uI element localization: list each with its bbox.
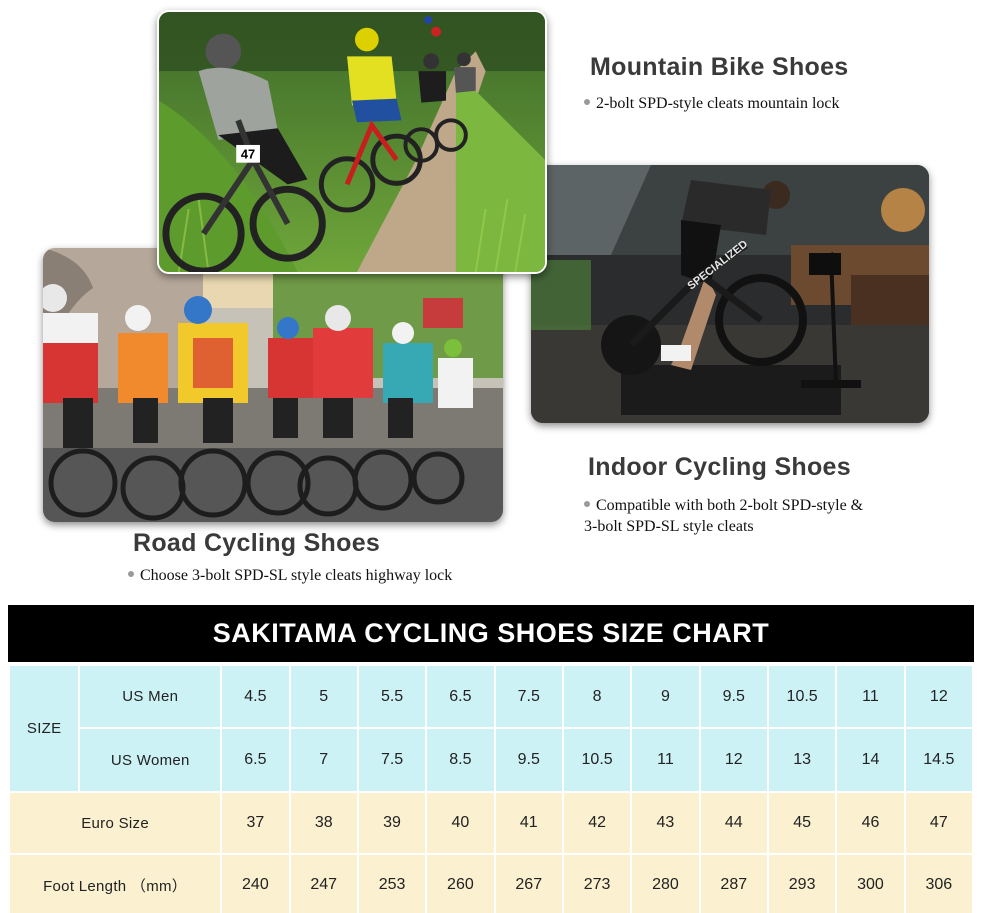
table-cell: 10.5	[563, 729, 631, 791]
bullet-icon	[584, 501, 590, 508]
table-cell: 9.5	[700, 666, 767, 727]
table-cell: 41	[495, 793, 562, 853]
table-cell: 11	[632, 729, 699, 791]
bullet-icon	[128, 571, 134, 578]
table-cell: 273	[563, 855, 631, 913]
table-cell: 10.5	[768, 666, 836, 727]
table-cell: 6.5	[222, 729, 289, 791]
table-cell: 293	[768, 855, 836, 913]
table-cell: 280	[632, 855, 699, 913]
table-cell: 13	[768, 729, 836, 791]
row-label-us-men: US Men	[80, 666, 221, 727]
table-row-us-women: US Women 6.5 7 7.5 8.5 9.5 10.5 11 12 13…	[10, 729, 972, 791]
road-cycling-feature-text: Choose 3-bolt SPD-SL style cleats highwa…	[140, 567, 453, 584]
table-cell: 260	[427, 855, 494, 913]
table-cell: 8.5	[427, 729, 494, 791]
table-cell: 267	[495, 855, 562, 913]
size-chart-title: SAKITAMA CYCLING SHOES SIZE CHART	[8, 605, 974, 662]
bullet-icon	[584, 99, 590, 106]
indoor-cycling-feature-text-line2: 3-bolt SPD-SL style cleats	[584, 518, 754, 535]
indoor-cycling-feature-text-line1: Compatible with both 2-bolt SPD-style &	[596, 497, 864, 514]
table-cell: 11	[837, 666, 904, 727]
table-row-us-men: SIZE US Men 4.5 5 5.5 6.5 7.5 8 9 9.5 10…	[10, 666, 972, 791]
mtb-bib-number: 47	[241, 147, 255, 162]
table-cell: 8	[563, 666, 631, 727]
row-label-us-women: US Women	[80, 729, 221, 791]
table-cell: 4.5	[222, 666, 289, 727]
table-cell: 7	[290, 729, 357, 791]
table-cell: 7.5	[358, 729, 426, 791]
size-chart-table: SIZE US Men 4.5 5 5.5 6.5 7.5 8 9 9.5 10…	[8, 664, 974, 913]
table-cell: 253	[358, 855, 426, 913]
row-label-foot-length: Foot Length （mm）	[10, 855, 221, 913]
table-cell: 306	[905, 855, 972, 913]
table-cell: 12	[700, 729, 767, 791]
road-cycling-photo	[43, 248, 503, 522]
table-cell: 6.5	[427, 666, 494, 727]
mountain-bike-shoes-heading: Mountain Bike Shoes	[590, 53, 849, 81]
table-cell: 14	[837, 729, 904, 791]
road-cycling-feature: Choose 3-bolt SPD-SL style cleats highwa…	[128, 565, 452, 586]
table-cell: 38	[290, 793, 357, 853]
indoor-cycling-shoes-heading: Indoor Cycling Shoes	[588, 453, 851, 481]
table-cell: 14.5	[905, 729, 972, 791]
table-cell: 45	[768, 793, 836, 853]
table-cell: 43	[632, 793, 699, 853]
table-cell: 46	[837, 793, 904, 853]
table-cell: 5	[290, 666, 357, 727]
size-group-label: SIZE	[10, 666, 79, 791]
table-cell: 300	[837, 855, 904, 913]
road-cycling-shoes-heading: Road Cycling Shoes	[133, 529, 381, 557]
table-cell: 40	[427, 793, 494, 853]
indoor-cycling-feature: Compatible with both 2-bolt SPD-style & …	[584, 495, 863, 537]
table-cell: 9	[632, 666, 699, 727]
table-row-foot-length: Foot Length （mm） 240 247 253 260 267 273…	[10, 855, 972, 913]
table-cell: 7.5	[495, 666, 562, 727]
mountain-bike-feature-text: 2-bolt SPD-style cleats mountain lock	[596, 95, 840, 112]
table-cell: 9.5	[495, 729, 562, 791]
table-cell: 247	[290, 855, 357, 913]
table-cell: 5.5	[358, 666, 426, 727]
row-label-euro-size: Euro Size	[10, 793, 221, 853]
mountain-bike-feature: 2-bolt SPD-style cleats mountain lock	[584, 93, 840, 114]
mountain-bike-photo: 47	[157, 10, 547, 274]
table-cell: 287	[700, 855, 767, 913]
table-row-euro-size: Euro Size 37 38 39 40 41 42 43 44 45 46 …	[10, 793, 972, 853]
table-cell: 37	[222, 793, 289, 853]
table-cell: 42	[563, 793, 631, 853]
table-cell: 39	[358, 793, 426, 853]
table-cell: 12	[905, 666, 972, 727]
indoor-cycling-photo: SPECIALIZED	[531, 165, 929, 423]
table-cell: 44	[700, 793, 767, 853]
table-cell: 240	[222, 855, 289, 913]
table-cell: 47	[905, 793, 972, 853]
